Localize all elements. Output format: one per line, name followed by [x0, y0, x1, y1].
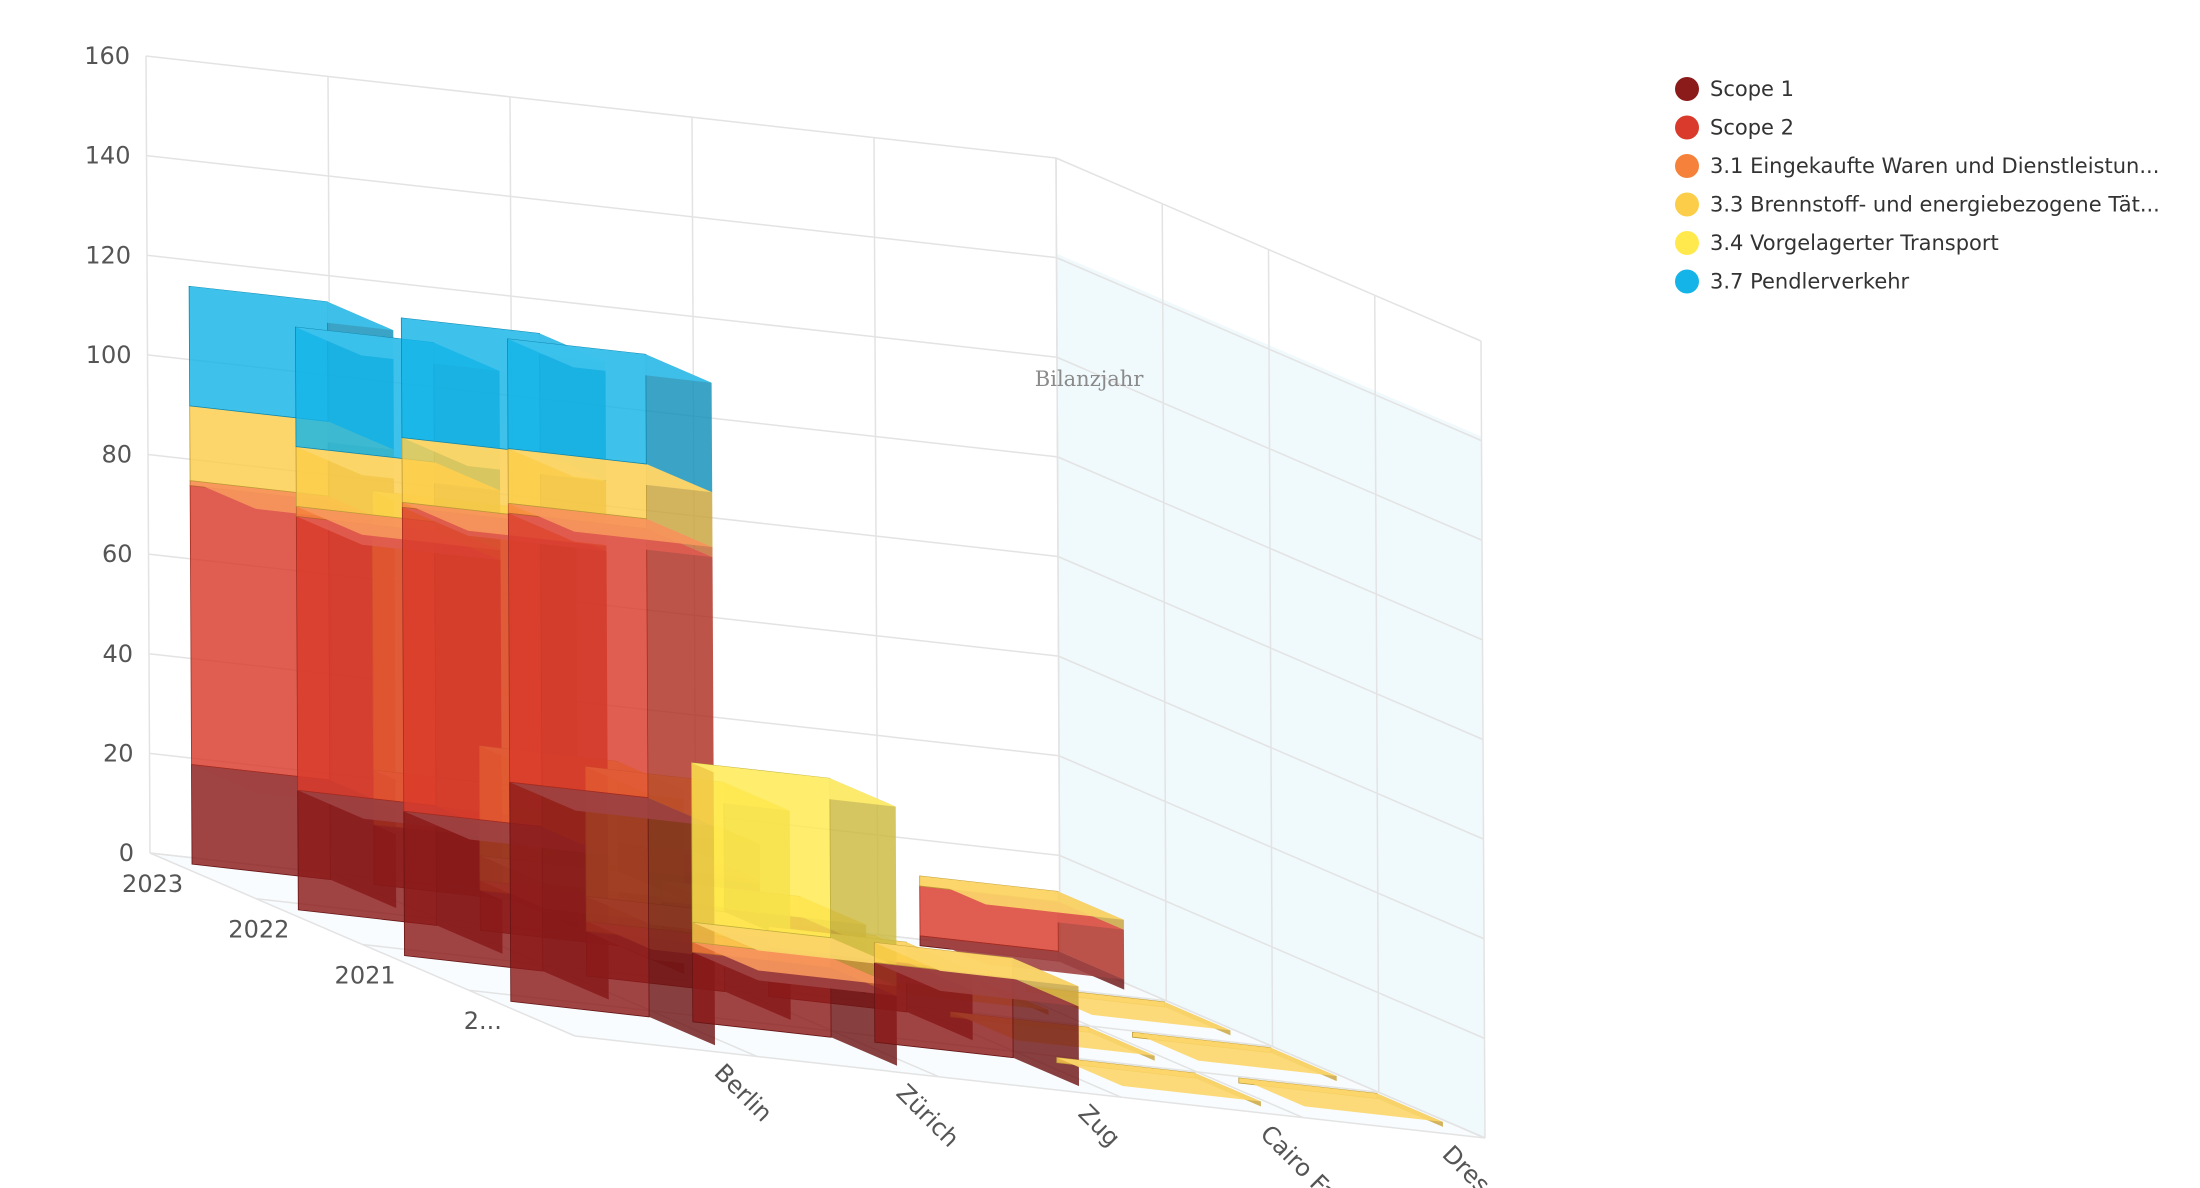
x-tick-label: Berlin: [709, 1058, 778, 1127]
bar-segment-top: [874, 942, 1079, 987]
legend-swatch: [1675, 154, 1699, 178]
legend[interactable]: Scope 1 Scope 2 3.1 Eingekaufte Waren und …: [1675, 77, 2160, 294]
bar-segment[interactable]: [507, 512, 714, 827]
y-axis-ticks: 0 20 40 60 80 100 120 140 160: [84, 42, 134, 867]
bar-segment-side: [645, 354, 713, 493]
y-tick-label: 40: [102, 640, 133, 668]
bar-segment-top: [508, 503, 713, 548]
y-tick-label: 120: [85, 241, 131, 269]
legend-item[interactable]: 3.7 Pendlerverkehr: [1675, 269, 1910, 294]
depth-axis-ticks: 2... 2021 2022 2023: [122, 870, 502, 1035]
bar-segment-top: [1056, 1057, 1261, 1102]
legend-swatch: [1675, 231, 1699, 255]
bar-segment-front: [509, 781, 650, 1018]
x-tick-label: Zug: [1073, 1099, 1126, 1152]
bar-segment[interactable]: [507, 502, 713, 558]
gridline-vertical-back: [145, 55, 151, 854]
bar-segment[interactable]: [1132, 1031, 1337, 1082]
legend-label: Scope 2: [1710, 116, 1794, 140]
y-tick-label: 80: [101, 441, 132, 469]
bar-segment[interactable]: [507, 448, 713, 548]
bar-segment[interactable]: [507, 338, 713, 493]
y-tick-label: 160: [84, 42, 130, 70]
bar-segment-top: [1238, 1078, 1443, 1122]
bar-segment[interactable]: [919, 935, 1125, 990]
y-tick-label: 0: [119, 839, 134, 867]
bar-segment[interactable]: [873, 942, 1079, 1007]
gridline-vertical-side: [1480, 340, 1486, 1139]
gridline-vertical-side: [1267, 249, 1274, 1047]
x-tick-label: Dresden: [1437, 1140, 1528, 1188]
legend-swatch: [1675, 77, 1699, 101]
y-tick-label: 60: [102, 540, 133, 568]
bar-segment-top: [919, 876, 1124, 920]
depth-tick-label: 2022: [228, 916, 289, 944]
y-tick-label: 20: [103, 739, 134, 767]
bar-segment-top: [508, 448, 713, 493]
bar-segment-top: [509, 782, 714, 827]
gridline-vertical-side: [1161, 203, 1167, 1001]
bar-segment-side: [829, 778, 897, 966]
bar-segment-top: [874, 962, 1079, 1007]
legend-swatch: [1675, 192, 1699, 217]
legend-swatch: [1675, 115, 1699, 140]
depth-tick-label: 2...: [464, 1007, 502, 1035]
legend-label: 3.4 Vorgelagerter Transport: [1710, 231, 1999, 255]
gridline-back-wall: [146, 254, 1058, 358]
legend-item[interactable]: Scope 2: [1675, 115, 1794, 140]
depth-axis-title: Bilanzjahr: [1035, 367, 1145, 391]
depth-tick-label: 2021: [335, 961, 396, 989]
bar-segment-front: [507, 512, 649, 799]
legend-item[interactable]: 3.4 Vorgelagerter Transport: [1675, 231, 1999, 255]
legend-item[interactable]: 3.3 Brennstoff- und energiebezogene Tät.…: [1675, 192, 2160, 217]
gridline-vertical-side: [1055, 157, 1061, 956]
x-tick-label: Zürich: [891, 1079, 965, 1153]
gridline-back-wall: [145, 55, 1057, 159]
y-tick-label: 140: [85, 142, 131, 170]
legend-label: 3.3 Brennstoff- und energiebezogene Tät.…: [1710, 193, 2160, 217]
gridline-floor-z: [574, 1035, 1486, 1139]
bar-segment-top: [692, 942, 897, 986]
gridline-back-wall: [146, 154, 1057, 259]
gridline-vertical-side: [1374, 295, 1380, 1093]
bar-segment-top: [507, 338, 712, 383]
bar-segment[interactable]: [1238, 1077, 1443, 1127]
y-tick-label: 100: [86, 341, 132, 369]
bar-segment-top: [691, 762, 896, 807]
bar-segment-top: [189, 286, 394, 331]
legend-swatch: [1675, 269, 1699, 294]
bar-segment-top: [920, 935, 1125, 980]
bar-segment[interactable]: [1056, 1057, 1261, 1107]
bar-segment-top: [1132, 1032, 1337, 1077]
bar-segment-top: [692, 922, 897, 966]
bar-segment[interactable]: [691, 762, 897, 966]
legend-item[interactable]: 3.1 Eingekaufte Waren und Dienstleistun.…: [1675, 154, 2159, 178]
x-tick-label: Cairo Facility: [1255, 1120, 1383, 1188]
legend-label: 3.7 Pendlerverkehr: [1710, 270, 1910, 294]
legend-item[interactable]: Scope 1: [1675, 77, 1794, 101]
bar-segment-side: [646, 528, 714, 827]
depth-tick-label: 2023: [122, 870, 183, 898]
legend-label: Scope 1: [1710, 77, 1794, 101]
bar-segment[interactable]: [919, 875, 1124, 930]
legend-label: 3.1 Eingekaufte Waren und Dienstleistun.…: [1710, 154, 2159, 178]
bars: [188, 285, 1443, 1127]
